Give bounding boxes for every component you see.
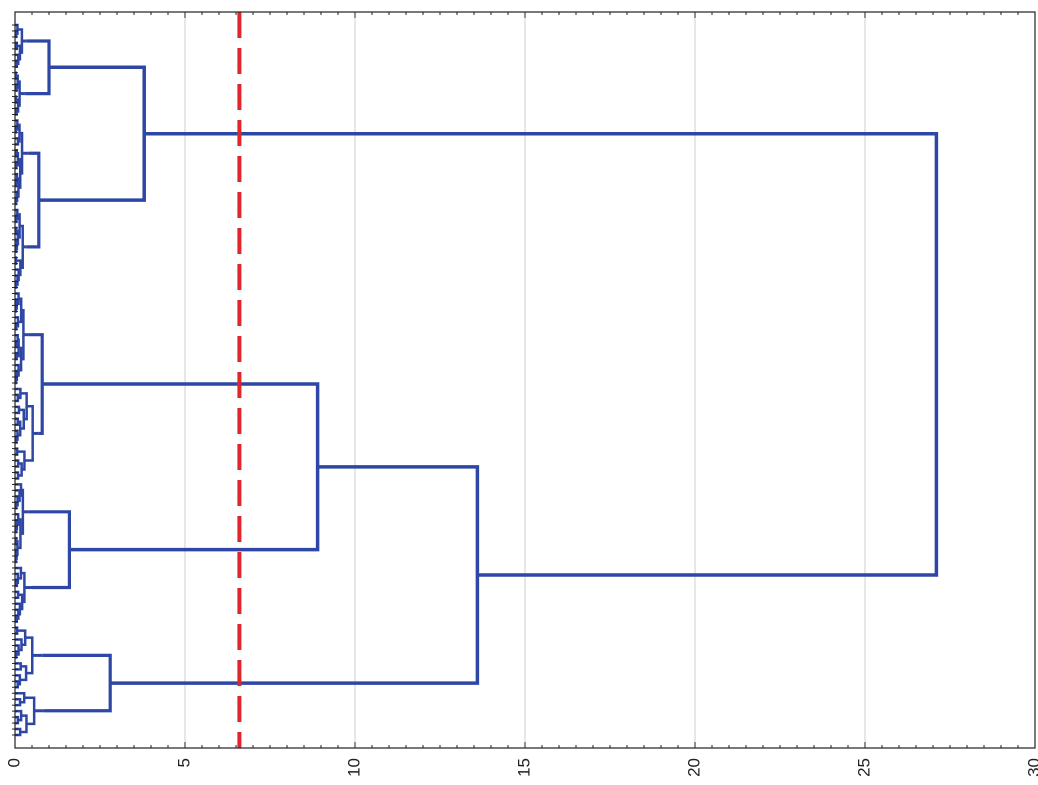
x-tick-label: 30 xyxy=(1024,758,1038,777)
dendrogram-link xyxy=(16,177,20,198)
dendrogram-link xyxy=(16,152,20,167)
x-axis-ticks: 0 5 10 15 20 25 30 xyxy=(4,758,1038,777)
dendrogram-link xyxy=(18,593,24,611)
x-tick-label: 20 xyxy=(684,758,703,777)
dendrogram-link xyxy=(16,44,22,61)
cluster-link xyxy=(28,333,44,436)
cluster-link xyxy=(28,510,71,590)
x-tick-label: 15 xyxy=(514,758,533,777)
x-tick-label: 5 xyxy=(174,758,193,767)
dendrogram-link xyxy=(18,408,25,430)
dendrogram-link xyxy=(15,727,22,737)
dendrogram-link xyxy=(17,213,21,239)
x-tick-label: 10 xyxy=(344,758,363,777)
dendrogram-link xyxy=(15,259,22,277)
dendrogram-link xyxy=(24,696,36,726)
x-tick-label: 25 xyxy=(854,758,873,777)
dendrogram-link xyxy=(20,392,28,421)
dendrogram-link xyxy=(15,692,26,704)
merge-link xyxy=(42,382,320,552)
dendrogram-links xyxy=(14,23,939,737)
dendrogram-link xyxy=(18,346,23,372)
cluster-link xyxy=(42,653,112,713)
merge-link xyxy=(38,65,146,202)
dendrogram-link xyxy=(17,28,24,54)
grid-lines xyxy=(184,12,866,748)
cluster-link xyxy=(25,39,51,96)
merge-link xyxy=(144,131,939,577)
dendrogram-link xyxy=(15,662,22,671)
merge-link xyxy=(110,465,480,685)
dendrogram-link xyxy=(15,697,22,707)
dendrogram-link xyxy=(16,539,19,556)
dendrogram-link xyxy=(21,309,25,361)
dendrogram-link xyxy=(25,636,34,675)
dendrogram-link xyxy=(17,420,22,437)
x-tick-label: 0 xyxy=(4,758,23,767)
dendrogram-link xyxy=(15,709,23,722)
plot-frame xyxy=(12,11,1036,749)
dendrogram-link xyxy=(17,80,21,107)
cluster-link xyxy=(26,151,41,249)
dendrogram-link xyxy=(17,629,27,647)
